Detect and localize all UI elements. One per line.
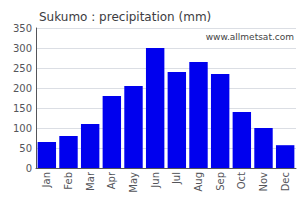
svg-text:Mar: Mar: [85, 171, 96, 191]
svg-text:May: May: [128, 172, 139, 193]
svg-text:250: 250: [13, 63, 32, 74]
svg-text:Sep: Sep: [215, 172, 226, 191]
svg-text:50: 50: [19, 143, 32, 154]
svg-text:300: 300: [13, 43, 32, 54]
svg-text:Oct: Oct: [236, 172, 247, 189]
svg-text:200: 200: [13, 83, 32, 94]
svg-text:150: 150: [13, 103, 32, 114]
svg-text:Jul: Jul: [171, 172, 182, 185]
svg-text:Sukumo : precipitation (mm): Sukumo : precipitation (mm): [39, 10, 211, 24]
svg-text:Dec: Dec: [280, 172, 291, 191]
svg-text:Jun: Jun: [150, 172, 161, 189]
svg-text:0: 0: [26, 163, 32, 174]
svg-text:www.allmetsat.com: www.allmetsat.com: [206, 32, 294, 42]
svg-text:Apr: Apr: [106, 171, 117, 189]
svg-text:Nov: Nov: [258, 172, 269, 192]
svg-text:Jan: Jan: [41, 172, 52, 188]
svg-text:Feb: Feb: [63, 172, 74, 190]
svg-text:100: 100: [13, 123, 32, 134]
svg-text:350: 350: [13, 23, 32, 34]
svg-text:Aug: Aug: [193, 172, 204, 192]
